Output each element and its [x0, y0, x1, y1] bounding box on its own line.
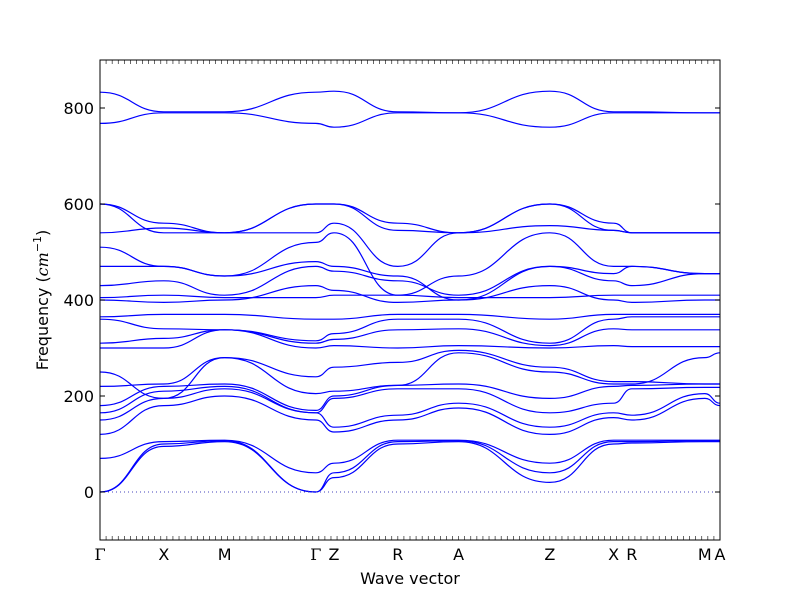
x-tick-label-0: Γ	[94, 545, 105, 564]
x-tick-label-4: Z	[329, 545, 340, 564]
y-tick-label: 800	[63, 99, 94, 118]
phonon-branch-0	[99, 440, 720, 493]
x-tick-label-11: A	[715, 545, 726, 564]
phonon-branch-1	[99, 439, 720, 493]
y-axis-label-text: Frequency (	[33, 276, 52, 370]
y-tick-label: 400	[63, 291, 94, 310]
y-ticks: 0 200 400 600 800	[63, 99, 720, 502]
phonon-branch-3	[99, 395, 721, 436]
x-tick-label-9: R	[626, 545, 637, 564]
x-tick-label-2: M	[218, 545, 232, 564]
phonon-branch-4	[99, 388, 721, 428]
x-tick-label-10: M	[698, 545, 712, 564]
y-axis-label-close: )	[33, 230, 52, 236]
y-axis-label-unit-exp: −1	[31, 236, 44, 252]
y-tick-label: 600	[63, 195, 94, 214]
series-layer	[99, 90, 721, 493]
phonon-branch-13	[99, 284, 720, 304]
x-tick-label-7: Z	[544, 545, 555, 564]
x-axis-label: Wave vector	[360, 569, 460, 588]
phonon-branch-6	[99, 383, 720, 412]
phonon-branch-17	[99, 232, 721, 296]
x-tick-label-3: Γ	[310, 545, 321, 564]
phonon-branch-8	[99, 349, 720, 400]
y-tick-label: 200	[63, 387, 94, 406]
x-tick-label-1: X	[158, 545, 169, 564]
x-tick-label-8: X	[608, 545, 619, 564]
phonon-branch-20	[99, 203, 720, 234]
x-tick-label-6: A	[453, 545, 464, 564]
plot-background	[100, 60, 720, 540]
phonon-branch-12	[99, 313, 720, 320]
phonon-branch-2	[99, 439, 720, 474]
phonon-branch-22	[99, 90, 720, 114]
x-tick-label-5: R	[392, 545, 403, 564]
y-axis-label: Frequency (cm−1)	[31, 230, 52, 371]
phonon-branch-5	[99, 385, 720, 414]
phonon-branch-11	[99, 316, 720, 344]
phonon-branch-14	[99, 294, 720, 299]
y-tick-label: 0	[84, 483, 94, 502]
y-axis-label-unit: cm	[33, 252, 52, 276]
